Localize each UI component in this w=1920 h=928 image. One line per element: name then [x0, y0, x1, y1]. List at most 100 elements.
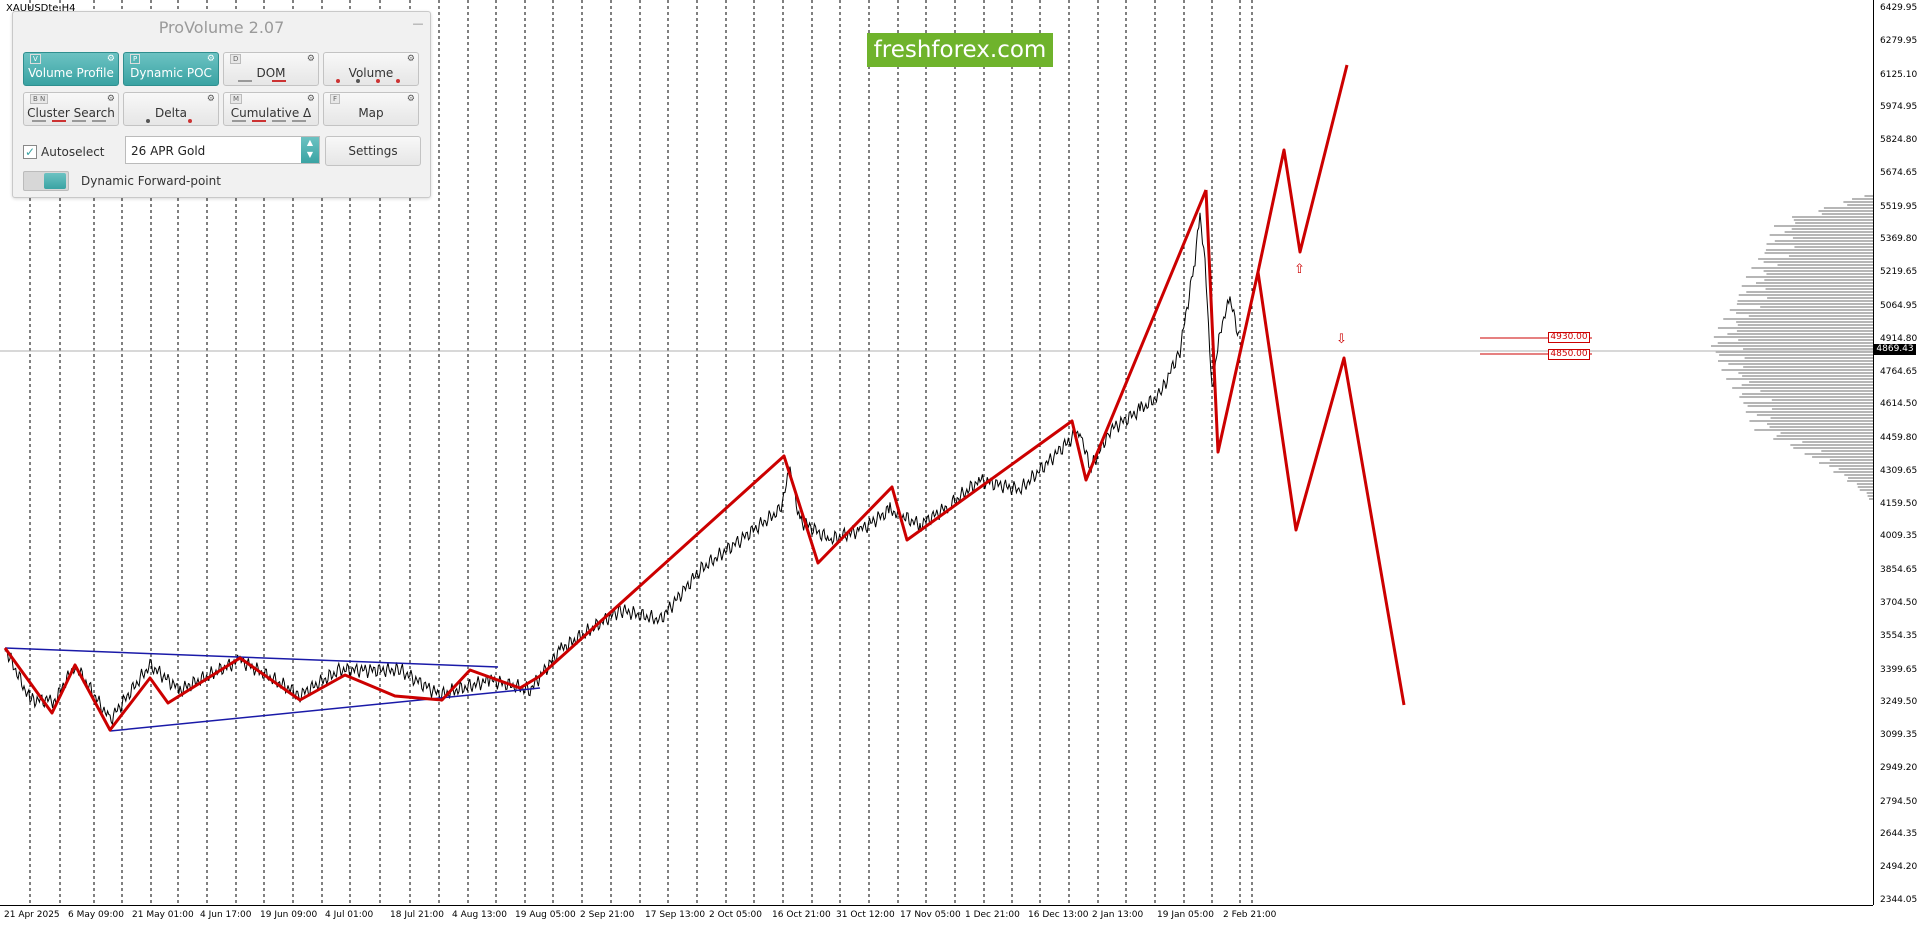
volume-profile-bar: [1749, 420, 1873, 422]
triangle-pattern[interactable]: [4, 647, 541, 732]
volume-profile-bar: [1763, 270, 1873, 272]
instrument-select[interactable]: 26 APR Gold ▲ ▼: [125, 136, 320, 164]
arrow-down-icon[interactable]: ⇩: [1336, 332, 1347, 347]
price-series: [4, 212, 1240, 727]
volume-profile-bar: [1736, 321, 1873, 323]
volume-profile-bar: [1769, 426, 1873, 428]
time-axis[interactable]: 21 Apr 2025 6 May 09:00 21 May 01:00 4 Jun …: [0, 905, 1873, 928]
volume-profile-bar: [1738, 339, 1873, 341]
volume-profile-bar: [1792, 237, 1873, 239]
price-tick-label: 3854.65: [1880, 565, 1918, 576]
time-tick-label: 4 Aug 13:00: [452, 910, 507, 920]
gear-icon[interactable]: ⚙: [106, 54, 115, 64]
minimize-icon[interactable]: —: [412, 17, 424, 30]
volume-profile-bar: [1765, 288, 1873, 290]
gear-icon[interactable]: ⚙: [206, 54, 215, 64]
dynamic-poc-button[interactable]: P ⚙ Dynamic POC: [123, 52, 219, 86]
volume-profile-bar: [1742, 375, 1873, 377]
volume-profile-bar: [1769, 234, 1873, 236]
gear-icon[interactable]: ⚙: [306, 54, 315, 64]
provolume-panel[interactable]: ProVolume 2.07 — V ⚙ Volume Profile P ⚙ …: [12, 11, 431, 198]
forecast-zigzag-line[interactable]: [1204, 64, 1349, 454]
forecast-zigzag-line-bearish[interactable]: [1256, 271, 1406, 706]
volume-profile-bar: [1715, 351, 1873, 353]
settings-button[interactable]: Settings: [325, 136, 421, 166]
volume-profile-bar: [1767, 297, 1873, 299]
volume-profile-bar: [1852, 198, 1873, 200]
time-tick-label: 19 Jun 09:00: [260, 910, 318, 920]
triangle-upper-trendline[interactable]: [4, 647, 499, 668]
time-tick-label: 16 Oct 21:00: [772, 910, 831, 920]
wave-pattern-line[interactable]: [3, 189, 1208, 732]
volume-button[interactable]: ⚙ Volume: [323, 52, 419, 86]
volume-profile-bar: [1754, 429, 1873, 431]
gear-icon[interactable]: ⚙: [206, 94, 215, 104]
volume-profile-bar: [1764, 279, 1873, 281]
cluster-search-button[interactable]: B N ⚙ Cluster Search: [23, 92, 119, 126]
price-tick-label: 3249.50: [1880, 697, 1918, 708]
volume-profile-bar: [1751, 267, 1873, 269]
volume-profile-bar: [1856, 483, 1873, 485]
volume-profile-bar: [1743, 366, 1873, 368]
volume-profile-bar: [1719, 354, 1873, 356]
volume-profile-bar: [1745, 276, 1873, 278]
volume-profile-bar: [1736, 330, 1873, 332]
volume-profile-bar: [1777, 264, 1873, 266]
volume-profile-button[interactable]: V ⚙ Volume Profile: [23, 52, 119, 86]
time-tick-label: 31 Oct 12:00: [836, 910, 895, 920]
symbol-label: XAUUSDte,H4: [6, 3, 76, 14]
volume-profile-bar: [1728, 363, 1873, 365]
volume-profile-bar: [1833, 471, 1873, 473]
forward-point-label: Dynamic Forward-point: [81, 174, 221, 188]
time-tick-label: 2 Sep 21:00: [580, 910, 635, 920]
volume-profile-bar: [1760, 390, 1873, 392]
gear-icon[interactable]: ⚙: [406, 94, 415, 104]
level-tag-upper[interactable]: 4930.00: [1548, 332, 1590, 343]
price-tick-label: 2494.20: [1880, 862, 1918, 873]
price-tick-label: 4764.65: [1880, 366, 1918, 377]
level-tag-lower[interactable]: 4850.00: [1548, 349, 1590, 360]
triangle-lower-trendline[interactable]: [109, 687, 541, 732]
volume-profile-bar: [1743, 402, 1873, 404]
volume-profile-bar: [1788, 255, 1873, 257]
delta-button[interactable]: ⚙ Delta: [123, 92, 219, 126]
volume-profile-bar: [1717, 342, 1873, 344]
gear-icon[interactable]: ⚙: [306, 94, 315, 104]
hotkey-label: V: [30, 54, 41, 64]
price-tick-label: 2794.50: [1880, 796, 1918, 807]
volume-profile-bar: [1763, 261, 1873, 263]
gear-icon[interactable]: ⚙: [406, 54, 415, 64]
period-separators: [29, 0, 1253, 905]
spinner-arrows-icon[interactable]: ▲ ▼: [301, 137, 319, 163]
price-tick-label: 6125.10: [1880, 69, 1918, 80]
price-tick-label: 6429.95: [1880, 3, 1918, 13]
price-axis[interactable]: 6429.95 6279.95 6125.10 5974.95 5824.80 5674.…: [1873, 0, 1920, 905]
dom-button[interactable]: D ⚙ DOM: [223, 52, 319, 86]
hotkey-label: P: [130, 54, 141, 64]
volume-profile-bar: [1739, 396, 1873, 398]
gear-icon[interactable]: ⚙: [106, 94, 115, 104]
price-tick-label: 4459.80: [1880, 433, 1918, 444]
current-price-tag: 4869.43: [1874, 344, 1916, 355]
volume-profile-bar: [1847, 204, 1873, 206]
volume-profile-bar: [1774, 240, 1873, 242]
forward-point-toggle[interactable]: [23, 171, 69, 191]
time-tick-label: 21 May 01:00: [132, 910, 194, 920]
volume-profile-bar: [1717, 327, 1873, 329]
arrow-up-icon[interactable]: ⇧: [1294, 262, 1305, 277]
volume-profile-bar: [1718, 360, 1873, 362]
module-label: Dynamic POC: [130, 66, 212, 80]
volume-profile-bar: [1819, 462, 1873, 464]
volume-profile-bar: [1821, 213, 1873, 215]
volume-profile-bar: [1795, 222, 1873, 224]
checkmark-icon[interactable]: ✓: [23, 145, 37, 159]
volume-profile-bar: [1745, 411, 1873, 413]
volume-profile-bar: [1843, 201, 1873, 203]
volume-profile-bar: [1727, 333, 1873, 335]
volume-profile: [1710, 195, 1873, 500]
cumulative-delta-button[interactable]: M ⚙ Cumulative Δ: [223, 92, 319, 126]
map-button[interactable]: F ⚙ Map: [323, 92, 419, 126]
volume-profile-bar: [1784, 231, 1873, 233]
volume-profile-bar: [1732, 387, 1873, 389]
